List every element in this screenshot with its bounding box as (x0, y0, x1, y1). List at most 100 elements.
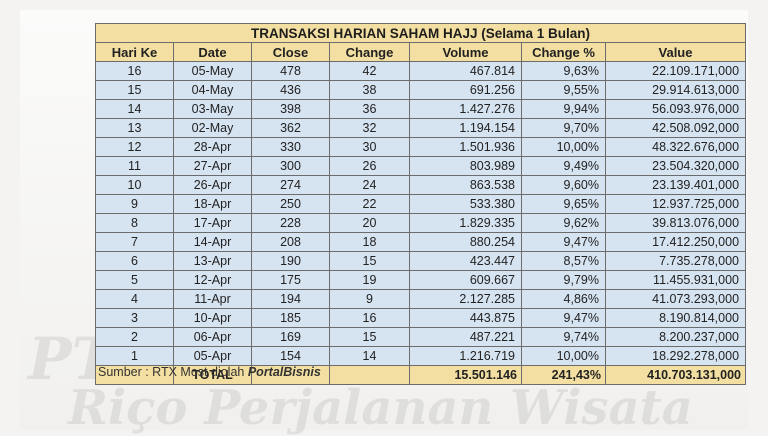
cell-date: 03-May (173, 99, 252, 119)
cell-date: 17-Apr (173, 213, 252, 233)
cell-change-pct: 9,65% (521, 194, 606, 214)
cell-change: 19 (329, 270, 410, 290)
table-body: 16 05-May 478 42 467.814 9,63% 22.109.171,000 1… (95, 61, 747, 366)
cell-close: 250 (251, 194, 330, 214)
table-row: 13 02-May 362 32 1.194.154 9,70% 42.508.092,00… (95, 118, 747, 138)
cell-hari-ke: 1 (95, 346, 174, 366)
column-header-date: Date (173, 42, 252, 62)
cell-change: 22 (329, 194, 410, 214)
table-row: 3 10-Apr 185 16 443.875 9,47% 8.190.814,000 (95, 308, 747, 328)
watermark-line-2: Riço Perjalanan Wisata (68, 380, 693, 436)
cell-value: 42.508.092,000 (604, 118, 747, 138)
cell-change-pct: 9,74% (521, 327, 606, 347)
table-row: 14 03-May 398 36 1.427.276 9,94% 56.093.976,00… (95, 99, 747, 119)
table-row: 11 27-Apr 300 26 803.989 9,49% 23.504.320,000 (95, 156, 747, 176)
cell-hari-ke: 8 (95, 213, 174, 233)
table-row: 15 04-May 436 38 691.256 9,55% 29.914.613,000 (95, 80, 747, 100)
cell-volume: 443.875 (409, 308, 522, 328)
cell-value: 18.292.278,000 (604, 346, 747, 366)
cell-date: 12-Apr (173, 270, 252, 290)
cell-value: 23.504.320,000 (604, 156, 747, 176)
source-note: Sumber : RTX Most diolah PortalBisnis (98, 365, 321, 379)
cell-value: 48.322.676,000 (604, 137, 747, 157)
cell-change-pct: 9,70% (521, 118, 606, 138)
table-row: 7 14-Apr 208 18 880.254 9,47% 17.412.250,000 (95, 232, 747, 252)
cell-date: 26-Apr (173, 175, 252, 195)
cell-change-pct: 9,94% (521, 99, 606, 119)
cell-hari-ke: 13 (95, 118, 174, 138)
cell-value: 22.109.171,000 (604, 61, 747, 81)
cell-change: 9 (329, 289, 410, 309)
cell-close: 300 (251, 156, 330, 176)
table-row: 4 11-Apr 194 9 2.127.285 4,86% 41.073.293,000 (95, 289, 747, 309)
cell-value: 29.914.613,000 (604, 80, 747, 100)
cell-change: 18 (329, 232, 410, 252)
cell-hari-ke: 15 (95, 80, 174, 100)
cell-hari-ke: 10 (95, 175, 174, 195)
total-row: TOTAL 15.501.146 241,43% 410.703.131,000 (95, 365, 747, 385)
table-row: 2 06-Apr 169 15 487.221 9,74% 8.200.237,000 (95, 327, 747, 347)
cell-hari-ke: 3 (95, 308, 174, 328)
cell-hari-ke: 12 (95, 137, 174, 157)
cell-volume: 1.194.154 (409, 118, 522, 138)
cell-change: 20 (329, 213, 410, 233)
cell-close: 228 (251, 213, 330, 233)
cell-change: 15 (329, 327, 410, 347)
cell-close: 208 (251, 232, 330, 252)
total-label: TOTAL (173, 365, 252, 385)
table-title: TRANSAKSI HARIAN SAHAM HAJJ (Selama 1 Bu… (94, 23, 747, 43)
cell-volume: 467.814 (409, 61, 522, 81)
cell-value: 56.093.976,000 (604, 99, 747, 119)
cell-date: 05-May (173, 61, 252, 81)
cell-close: 190 (251, 251, 330, 271)
total-change-pct: 241,43% (521, 365, 606, 385)
source-brand: PortalBisnis (247, 365, 321, 379)
cell-change: 14 (329, 346, 410, 366)
total-empty-cell (251, 365, 330, 385)
cell-change: 24 (329, 175, 410, 195)
table-row: 10 26-Apr 274 24 863.538 9,60% 23.139.401,000 (95, 175, 747, 195)
cell-hari-ke: 5 (95, 270, 174, 290)
table-row: 9 18-Apr 250 22 533.380 9,65% 12.937.725,000 (95, 194, 747, 214)
cell-date: 14-Apr (173, 232, 252, 252)
cell-change-pct: 9,79% (521, 270, 606, 290)
cell-volume: 1.427.276 (409, 99, 522, 119)
total-volume: 15.501.146 (409, 365, 522, 385)
cell-date: 27-Apr (173, 156, 252, 176)
table-row: 12 28-Apr 330 30 1.501.936 10,00% 48.322.676,0… (95, 137, 747, 157)
cell-close: 154 (251, 346, 330, 366)
cell-close: 398 (251, 99, 330, 119)
cell-change: 42 (329, 61, 410, 81)
cell-change-pct: 9,62% (521, 213, 606, 233)
column-header-volume: Volume (409, 42, 522, 62)
cell-change-pct: 9,55% (521, 80, 606, 100)
cell-change: 26 (329, 156, 410, 176)
cell-value: 41.073.293,000 (604, 289, 747, 309)
cell-date: 02-May (173, 118, 252, 138)
cell-change-pct: 10,00% (521, 346, 606, 366)
cell-volume: 487.221 (409, 327, 522, 347)
cell-volume: 423.447 (409, 251, 522, 271)
cell-volume: 1.501.936 (409, 137, 522, 157)
cell-value: 12.937.725,000 (604, 194, 747, 214)
cell-hari-ke: 7 (95, 232, 174, 252)
cell-change-pct: 10,00% (521, 137, 606, 157)
cell-change: 30 (329, 137, 410, 157)
cell-volume: 1.829.335 (409, 213, 522, 233)
cell-date: 18-Apr (173, 194, 252, 214)
cell-close: 194 (251, 289, 330, 309)
cell-date: 04-May (173, 80, 252, 100)
cell-value: 7.735.278,000 (604, 251, 747, 271)
cell-value: 17.412.250,000 (604, 232, 747, 252)
column-header-close: Close (251, 42, 330, 62)
cell-change-pct: 8,57% (521, 251, 606, 271)
cell-volume: 691.256 (409, 80, 522, 100)
cell-volume: 609.667 (409, 270, 522, 290)
table-row: 1 05-Apr 154 14 1.216.719 10,00% 18.292.278,00… (95, 346, 747, 366)
cell-date: 11-Apr (173, 289, 252, 309)
cell-change-pct: 4,86% (521, 289, 606, 309)
cell-value: 8.200.237,000 (604, 327, 747, 347)
table-row: 5 12-Apr 175 19 609.667 9,79% 11.455.931,000 (95, 270, 747, 290)
cell-volume: 880.254 (409, 232, 522, 252)
cell-date: 28-Apr (173, 137, 252, 157)
